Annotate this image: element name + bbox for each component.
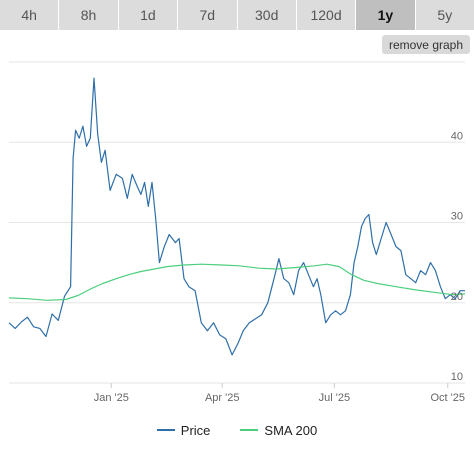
legend-swatch-sma-200 <box>240 429 259 431</box>
x-tick-label: Apr '25 <box>205 392 240 404</box>
remove-graph-button[interactable]: remove graph <box>382 35 470 54</box>
y-tick-label: 30 <box>451 211 463 223</box>
y-tick-label: 40 <box>451 130 463 142</box>
x-tick-label: Oct '25 <box>430 392 465 404</box>
grid-layer <box>9 61 465 388</box>
y-tick-label: 20 <box>451 291 463 303</box>
legend-label-sma-200: SMA 200 <box>264 422 318 438</box>
y-tick-label: 10 <box>451 371 463 383</box>
tab-120d[interactable]: 120d <box>296 0 357 30</box>
x-tick-label: Jul '25 <box>319 392 350 404</box>
legend-label-price: Price <box>180 422 211 438</box>
tab-1y[interactable]: 1y <box>356 0 416 30</box>
legend-item-sma-200[interactable]: SMA 200 <box>240 423 317 438</box>
tab-5y[interactable]: 5y <box>415 0 474 30</box>
series-line-price <box>8 77 465 356</box>
series-line-sma-200 <box>8 263 466 301</box>
timeframe-tabs: 4h 8h 1d 7d 30d 120d 1y 5y <box>0 0 474 30</box>
legend-item-price[interactable]: Price <box>156 422 211 438</box>
x-tick-label: Jan '25 <box>94 392 129 404</box>
tab-1d[interactable]: 1d <box>118 0 179 30</box>
series-layer <box>8 77 466 356</box>
tab-7d[interactable]: 7d <box>178 0 238 30</box>
tab-30d[interactable]: 30d <box>237 0 297 30</box>
legend-swatch-price <box>156 429 175 431</box>
chart-legend: Price SMA 200 <box>0 420 474 440</box>
label-layer: 10 20 30 40 Jan '25 Apr '25 Jul '25 Oct '25 <box>94 130 465 404</box>
tab-4h[interactable]: 4h <box>0 0 60 30</box>
tab-8h[interactable]: 8h <box>59 0 119 30</box>
